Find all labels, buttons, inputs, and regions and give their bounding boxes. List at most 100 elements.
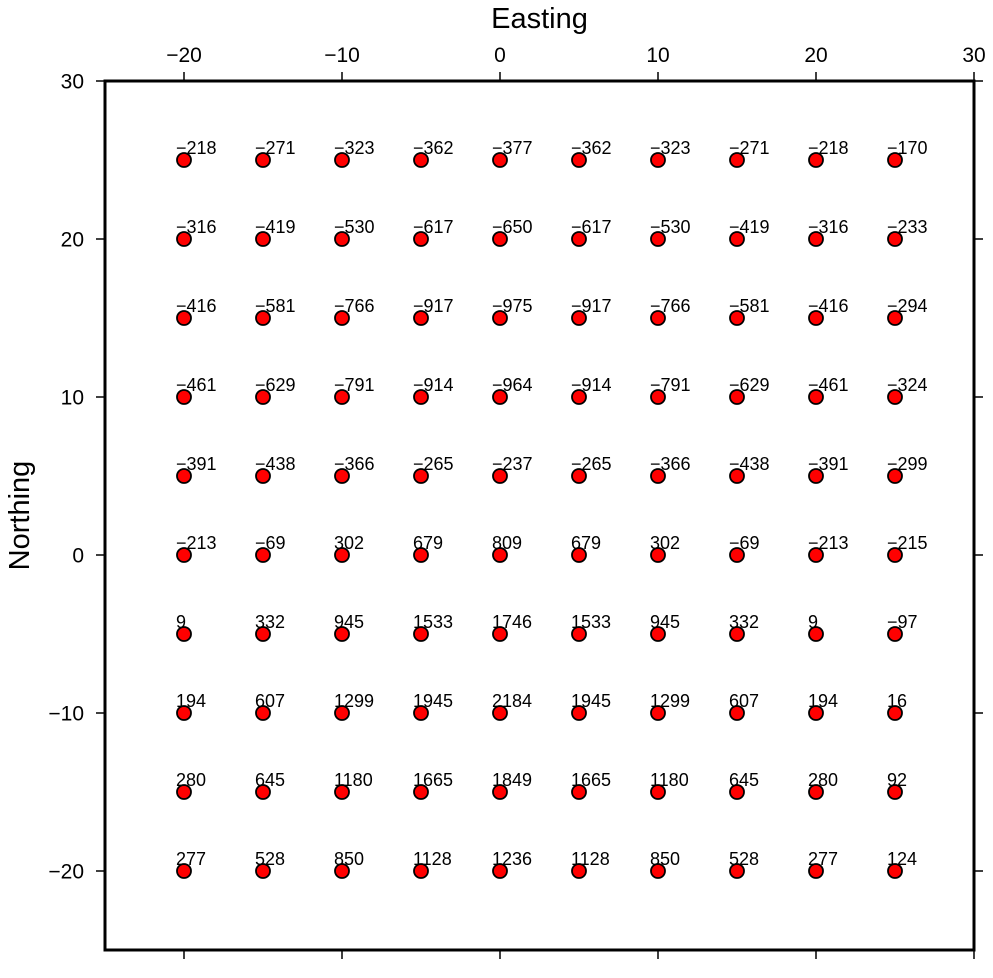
data-label: 945 xyxy=(650,612,680,632)
data-label: 124 xyxy=(887,849,917,869)
data-point xyxy=(729,705,745,721)
data-label: −629 xyxy=(729,375,770,395)
data-label: −323 xyxy=(650,138,691,158)
y-tick-label: 0 xyxy=(72,545,84,568)
data-point xyxy=(413,152,429,168)
x-tick-label: 0 xyxy=(494,44,506,67)
data-label: 2184 xyxy=(492,691,532,711)
data-point xyxy=(808,231,824,247)
data-label: −914 xyxy=(571,375,612,395)
data-label: −362 xyxy=(413,138,454,158)
data-label: −461 xyxy=(808,375,849,395)
data-point xyxy=(571,626,587,642)
data-label: −265 xyxy=(571,454,612,474)
data-point xyxy=(492,389,508,405)
data-label: 679 xyxy=(413,533,443,553)
data-point xyxy=(492,863,508,879)
data-label: 332 xyxy=(255,612,285,632)
data-point xyxy=(255,310,271,326)
data-label: −316 xyxy=(176,217,217,237)
data-label: 645 xyxy=(729,770,759,790)
data-label: −362 xyxy=(571,138,612,158)
data-label: −218 xyxy=(808,138,849,158)
data-label: 1236 xyxy=(492,849,532,869)
data-point xyxy=(729,468,745,484)
data-label: −416 xyxy=(176,296,217,316)
data-point xyxy=(729,152,745,168)
data-point xyxy=(255,468,271,484)
data-label: −391 xyxy=(808,454,849,474)
data-label: 332 xyxy=(729,612,759,632)
data-point xyxy=(729,310,745,326)
data-label: −299 xyxy=(887,454,928,474)
data-label: 1180 xyxy=(650,770,689,790)
data-point xyxy=(887,705,903,721)
data-point xyxy=(650,863,666,879)
data-label: −233 xyxy=(887,217,928,237)
x-tick-label: 20 xyxy=(804,44,827,67)
data-label: −419 xyxy=(729,217,770,237)
data-point xyxy=(255,547,271,563)
data-label: 528 xyxy=(255,849,285,869)
data-point xyxy=(571,389,587,405)
data-point xyxy=(492,626,508,642)
data-label: −69 xyxy=(255,533,286,553)
data-point xyxy=(413,784,429,800)
data-label: −271 xyxy=(255,138,296,158)
data-point xyxy=(650,152,666,168)
data-label: −461 xyxy=(176,375,217,395)
data-point xyxy=(255,784,271,800)
data-label: −170 xyxy=(887,138,928,158)
data-label: 1945 xyxy=(571,691,611,711)
data-label: −766 xyxy=(650,296,691,316)
data-point xyxy=(650,231,666,247)
data-label: −237 xyxy=(492,454,533,474)
data-point xyxy=(650,389,666,405)
data-point xyxy=(413,468,429,484)
data-points xyxy=(176,152,903,879)
data-point xyxy=(571,310,587,326)
data-label: 302 xyxy=(650,533,680,553)
data-label: −581 xyxy=(255,296,296,316)
data-point xyxy=(492,231,508,247)
data-label: −791 xyxy=(334,375,375,395)
data-label: −766 xyxy=(334,296,375,316)
y-tick-label: 30 xyxy=(61,71,84,94)
data-point xyxy=(334,705,350,721)
data-label: −316 xyxy=(808,217,849,237)
data-point xyxy=(571,784,587,800)
data-point xyxy=(334,468,350,484)
x-tick-label: −20 xyxy=(166,44,202,67)
data-point xyxy=(887,231,903,247)
data-point xyxy=(808,468,824,484)
data-point xyxy=(413,310,429,326)
data-label: 9 xyxy=(176,612,186,632)
data-label: 1128 xyxy=(571,849,610,869)
data-point xyxy=(176,152,192,168)
data-point xyxy=(255,863,271,879)
data-point xyxy=(571,468,587,484)
data-label: 9 xyxy=(808,612,818,632)
data-label: −215 xyxy=(887,533,928,553)
data-point xyxy=(413,705,429,721)
data-point xyxy=(887,310,903,326)
data-label: 1299 xyxy=(650,691,690,711)
data-label: −650 xyxy=(492,217,533,237)
y-axis-title: Northing xyxy=(4,461,36,571)
data-label: 645 xyxy=(255,770,285,790)
data-point xyxy=(887,468,903,484)
data-label: 277 xyxy=(176,849,206,869)
data-point xyxy=(729,784,745,800)
data-point xyxy=(808,389,824,405)
data-point xyxy=(650,784,666,800)
data-point xyxy=(729,389,745,405)
data-point xyxy=(176,389,192,405)
data-point xyxy=(176,468,192,484)
data-point xyxy=(413,389,429,405)
y-tick-label: 20 xyxy=(61,229,84,252)
data-label: −438 xyxy=(255,454,296,474)
data-point xyxy=(650,626,666,642)
data-label: −964 xyxy=(492,375,533,395)
data-label: 528 xyxy=(729,849,759,869)
